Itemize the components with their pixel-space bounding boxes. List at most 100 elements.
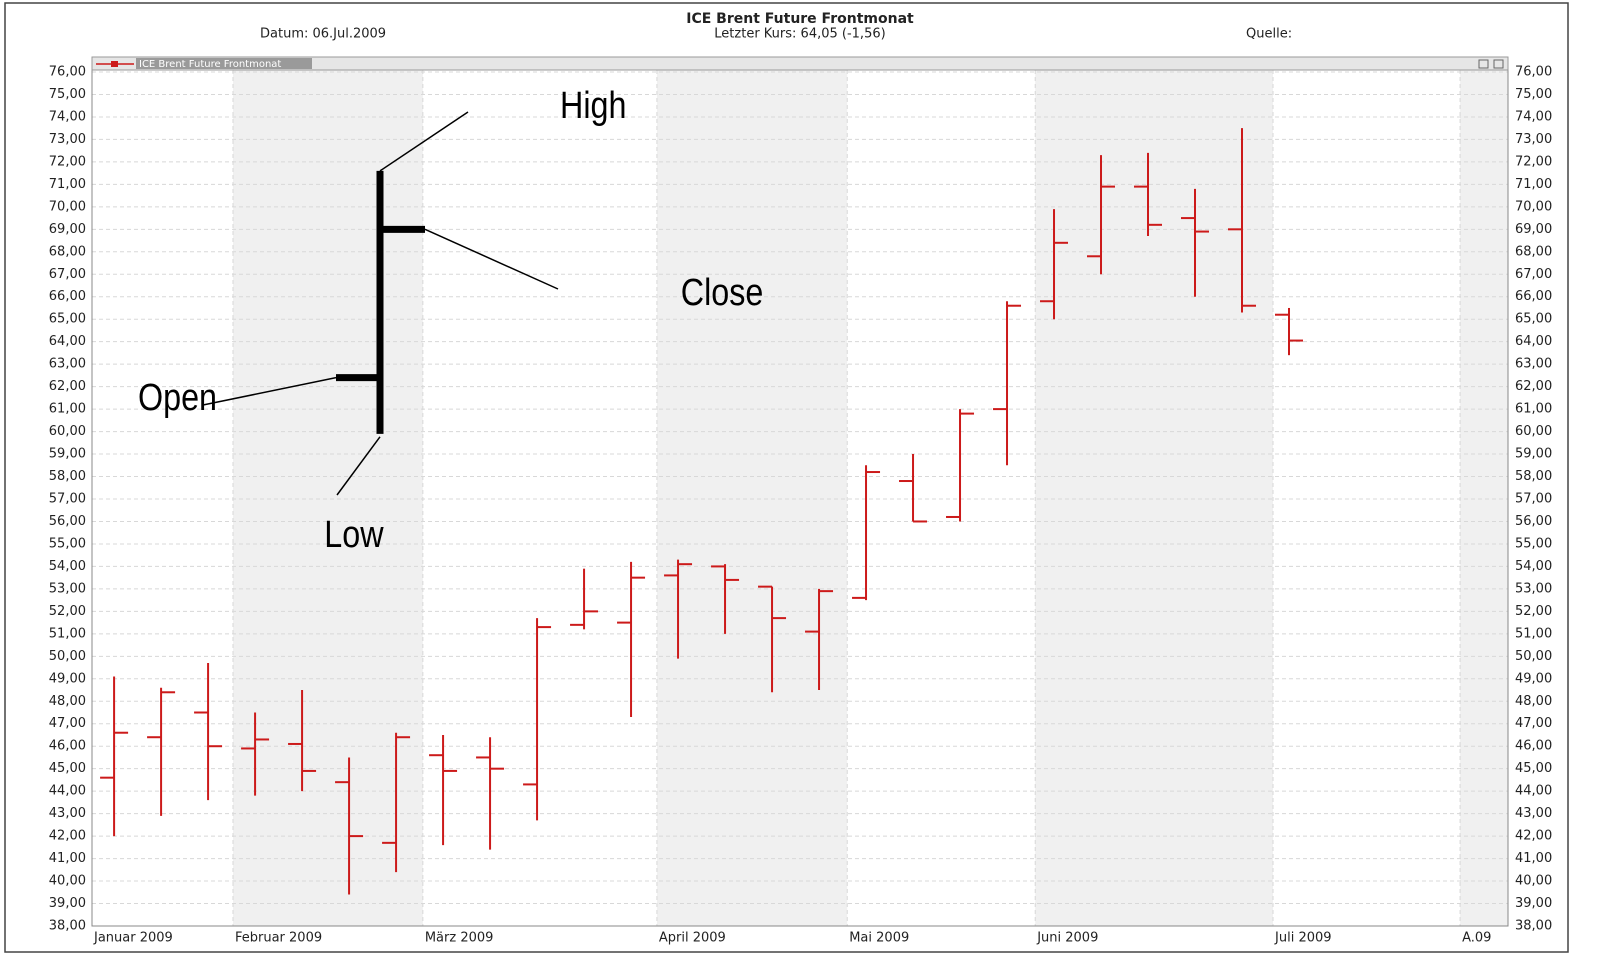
- y-tick-label-right: 38,00: [1515, 919, 1552, 934]
- y-tick-label-right: 58,00: [1515, 469, 1552, 484]
- y-tick-label-right: 41,00: [1515, 851, 1552, 866]
- annotation-close: Close: [681, 272, 764, 314]
- y-tick-label: 72,00: [49, 154, 86, 169]
- y-tick-label-right: 52,00: [1515, 604, 1552, 619]
- y-tick-label: 54,00: [49, 559, 86, 574]
- y-tick-label-right: 65,00: [1515, 312, 1552, 327]
- y-tick-label: 43,00: [49, 806, 86, 821]
- window-button[interactable]: [1478, 59, 1489, 69]
- date-label: Datum: 06.Jul.2009: [260, 27, 386, 42]
- y-tick-label-right: 42,00: [1515, 829, 1552, 844]
- y-tick-label: 55,00: [49, 536, 86, 551]
- y-tick-label-right: 70,00: [1515, 199, 1552, 214]
- y-tick-label-right: 47,00: [1515, 716, 1552, 731]
- y-tick-label: 70,00: [49, 199, 86, 214]
- y-tick-label: 61,00: [49, 402, 86, 417]
- y-tick-label-right: 49,00: [1515, 671, 1552, 686]
- y-tick-label: 60,00: [49, 424, 86, 439]
- x-tick-label: Juli 2009: [1274, 931, 1332, 946]
- month-band: [1035, 70, 1274, 926]
- y-tick-label-right: 59,00: [1515, 447, 1552, 462]
- y-tick-label: 57,00: [49, 492, 86, 507]
- y-tick-label: 50,00: [49, 649, 86, 664]
- y-tick-label: 74,00: [49, 109, 86, 124]
- annotation-high: High: [560, 85, 626, 127]
- y-tick-label: 47,00: [49, 716, 86, 731]
- y-tick-label: 51,00: [49, 626, 86, 641]
- y-tick-label: 48,00: [49, 694, 86, 709]
- y-tick-label-right: 67,00: [1515, 267, 1552, 282]
- y-tick-label-right: 64,00: [1515, 334, 1552, 349]
- x-tick-label: Januar 2009: [93, 931, 173, 946]
- y-tick-label-right: 69,00: [1515, 222, 1552, 237]
- y-tick-label-right: 56,00: [1515, 514, 1552, 529]
- y-tick-label-right: 40,00: [1515, 874, 1552, 889]
- legend-box: [136, 58, 312, 69]
- chart-title: ICE Brent Future Frontmonat: [686, 11, 914, 27]
- x-tick-label: Mai 2009: [849, 931, 909, 946]
- y-tick-label-right: 62,00: [1515, 379, 1552, 394]
- x-tick-label: Februar 2009: [235, 931, 322, 946]
- month-band: [232, 70, 423, 926]
- x-tick-label: Juni 2009: [1036, 931, 1098, 946]
- example: High Close Open Low: [138, 85, 763, 556]
- month-shading: [232, 70, 1508, 926]
- y-tick-label-right: 63,00: [1515, 357, 1552, 372]
- plot-header: [91, 56, 1509, 71]
- y-tick-label: 66,00: [49, 289, 86, 304]
- x-tick-label: April 2009: [659, 931, 726, 946]
- legend-swatch: [111, 61, 118, 67]
- y-tick-label-right: 55,00: [1515, 536, 1552, 551]
- y-tick-label-right: 76,00: [1515, 65, 1552, 80]
- pointer-line: [336, 436, 381, 496]
- y-tick-label: 41,00: [49, 851, 86, 866]
- pointer-line: [202, 376, 337, 406]
- legend-text: ICE Brent Future Frontmonat: [139, 59, 281, 70]
- y-tick-label: 71,00: [49, 177, 86, 192]
- y-tick-label-right: 75,00: [1515, 87, 1552, 102]
- x-tick-label: A.09: [1462, 931, 1491, 946]
- y-tick-label-right: 66,00: [1515, 289, 1552, 304]
- y-tick-label: 62,00: [49, 379, 86, 394]
- y-tick-label: 40,00: [49, 874, 86, 889]
- y-tick-label-right: 45,00: [1515, 761, 1552, 776]
- pointer-line: [424, 228, 559, 290]
- last-price: Letzter Kurs: 64,05 (-1,56): [714, 27, 885, 42]
- y-tick-label: 64,00: [49, 334, 86, 349]
- y-tick-label: 76,00: [49, 65, 86, 80]
- y-tick-label-right: 68,00: [1515, 244, 1552, 259]
- source-label: Quelle:: [1246, 27, 1292, 42]
- y-tick-label: 59,00: [49, 447, 86, 462]
- y-tick-label-right: 51,00: [1515, 626, 1552, 641]
- y-tick-label: 45,00: [49, 761, 86, 776]
- month-band: [1460, 70, 1508, 926]
- y-tick-label: 52,00: [49, 604, 86, 619]
- annotation-open: Open: [138, 377, 217, 419]
- y-tick-label: 56,00: [49, 514, 86, 529]
- y-tick-label: 38,00: [49, 919, 86, 934]
- y-tick-label-right: 60,00: [1515, 424, 1552, 439]
- bars: [100, 128, 1303, 895]
- pointer-line: [379, 111, 469, 172]
- y-tick-label: 73,00: [49, 132, 86, 147]
- y-tick-label-right: 46,00: [1515, 739, 1552, 754]
- y-tick-label-right: 48,00: [1515, 694, 1552, 709]
- y-tick-label-right: 61,00: [1515, 402, 1552, 417]
- y-tick-label-right: 74,00: [1515, 109, 1552, 124]
- close-button[interactable]: [1493, 59, 1504, 69]
- y-tick-label-right: 57,00: [1515, 492, 1552, 507]
- x-tick-label: März 2009: [425, 931, 494, 946]
- y-tick-label: 63,00: [49, 357, 86, 372]
- y-tick-label: 68,00: [49, 244, 86, 259]
- y-tick-label-right: 50,00: [1515, 649, 1552, 664]
- y-tick-label: 65,00: [49, 312, 86, 327]
- y-tick-label: 46,00: [49, 739, 86, 754]
- y-tick-label: 67,00: [49, 267, 86, 282]
- y-tick-label-right: 72,00: [1515, 154, 1552, 169]
- y-tick-label-right: 43,00: [1515, 806, 1552, 821]
- y-tick-label: 49,00: [49, 671, 86, 686]
- y-tick-label: 58,00: [49, 469, 86, 484]
- y-tick-label: 69,00: [49, 222, 86, 237]
- grid: [92, 70, 1508, 927]
